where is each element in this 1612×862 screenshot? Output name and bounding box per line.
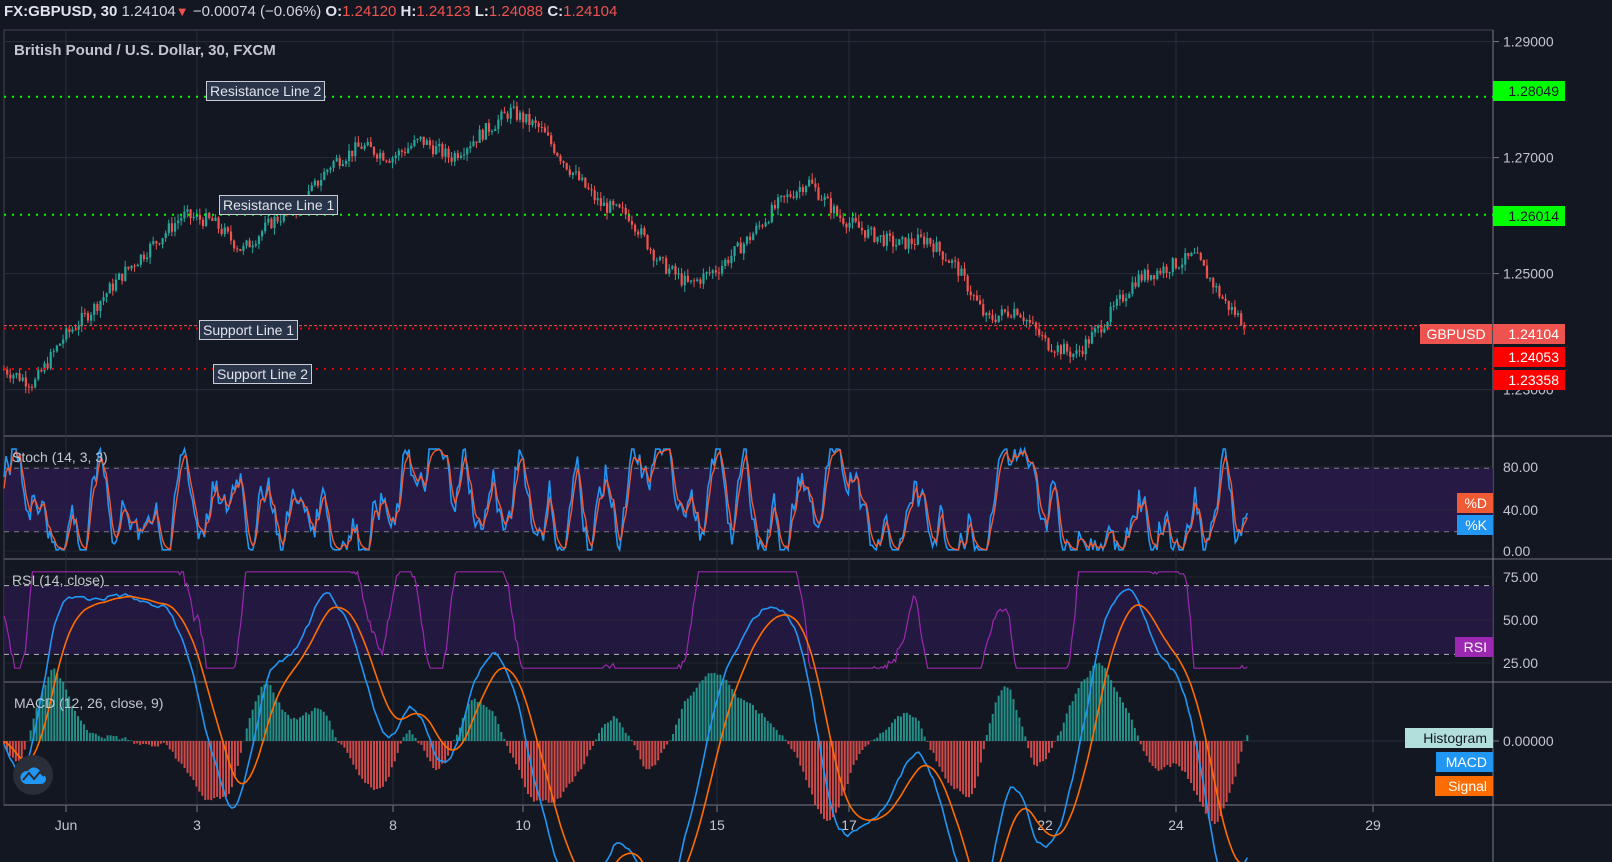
close-label: C: — [547, 3, 564, 20]
tradingview-logo[interactable] — [13, 755, 53, 795]
support-line-1-price-tag: 1.24053 — [1493, 347, 1565, 367]
svg-text:50.00: 50.00 — [1503, 612, 1538, 628]
svg-text:75.00: 75.00 — [1503, 569, 1538, 585]
resistance-line-1-price-tag: 1.26014 — [1493, 206, 1565, 226]
stoch-pane-title[interactable]: Stoch (14, 3, 3) — [12, 449, 108, 465]
close-value: 1.24104 — [563, 3, 618, 20]
symbol-name[interactable]: FX:GBPUSD, 30 — [4, 3, 118, 20]
time-axis-label: 15 — [709, 817, 725, 833]
time-axis-label: 10 — [515, 817, 531, 833]
svg-text:0.00: 0.00 — [1503, 543, 1530, 559]
macd-pane-title[interactable]: MACD (12, 26, close, 9) — [14, 695, 164, 711]
time-axis-label: 22 — [1037, 817, 1053, 833]
histogram-legend: Histogram — [1405, 728, 1493, 748]
time-axis-label: 29 — [1365, 817, 1381, 833]
resistance-line-2-price-tag: 1.28049 — [1493, 81, 1565, 101]
support-line-1-label[interactable]: Support Line 1 — [199, 320, 299, 340]
low-label: L: — [474, 3, 489, 20]
low-value: 1.24088 — [488, 3, 544, 20]
macd-legend: MACD — [1436, 752, 1493, 772]
macd-line — [3, 588, 1249, 862]
last-price: 1.24104 — [121, 3, 176, 20]
high-label: H: — [400, 3, 417, 20]
svg-text:80.00: 80.00 — [1503, 459, 1538, 475]
time-axis-label: 17 — [841, 817, 857, 833]
support-line-2-price-tag: 1.23358 — [1493, 370, 1565, 390]
support-line-2-label[interactable]: Support Line 2 — [213, 364, 313, 384]
time-axis-label: 24 — [1168, 817, 1184, 833]
open-label: O: — [325, 3, 343, 20]
stoch-k-legend: %K — [1457, 515, 1493, 535]
svg-text:40.00: 40.00 — [1503, 502, 1538, 518]
stoch-d-legend: %D — [1457, 493, 1493, 513]
main-pane-title: British Pound / U.S. Dollar, 30, FXCM — [14, 42, 276, 59]
time-axis-label: 8 — [389, 817, 397, 833]
stoch-d-line — [3, 448, 1248, 551]
rsi-pane-title[interactable]: RSI (14, close) — [12, 572, 105, 588]
svg-text:25.00: 25.00 — [1503, 655, 1538, 671]
high-value: 1.24123 — [416, 3, 471, 20]
triangle-down-icon: ▼ — [175, 4, 189, 19]
price-axis-label: 1.27000 — [1503, 150, 1554, 166]
time-axis-label: Jun — [55, 817, 78, 833]
rsi-legend: RSI — [1455, 637, 1493, 657]
rsi-line — [3, 570, 1248, 670]
symbol-tag: GBPUSD — [1420, 324, 1492, 344]
cloud-icon — [20, 767, 46, 784]
open-value: 1.24120 — [342, 3, 397, 20]
price-change: −0.00074 (−0.06%) — [192, 3, 322, 20]
resistance-line-1-label[interactable]: Resistance Line 1 — [219, 195, 339, 215]
time-axis-label: 3 — [193, 817, 201, 833]
price-axis-label: 1.25000 — [1503, 266, 1554, 282]
signal-legend: Signal — [1435, 776, 1493, 796]
svg-text:0.00000: 0.00000 — [1503, 733, 1554, 749]
resistance-line-2-label[interactable]: Resistance Line 2 — [206, 81, 326, 101]
price-axis-label: 1.29000 — [1503, 34, 1554, 50]
symbol-header: FX:GBPUSD, 30 1.24104▼ −0.00074 (−0.06%)… — [0, 0, 1612, 26]
signal-line — [3, 595, 1248, 862]
last-price-tag: 1.24104 — [1493, 324, 1565, 344]
stoch-k-line — [3, 446, 1249, 553]
